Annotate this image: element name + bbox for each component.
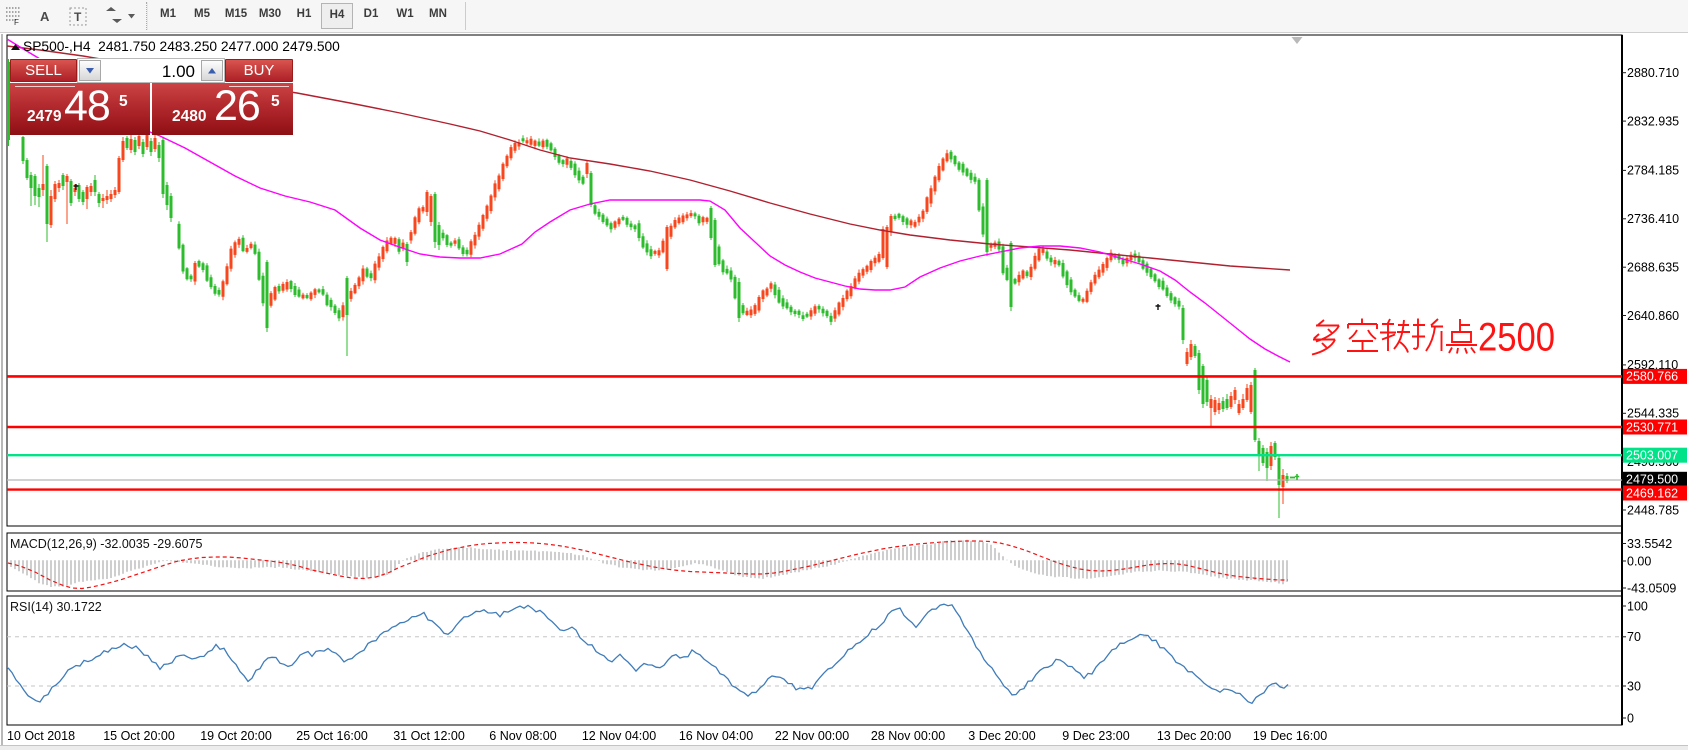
svg-text:SP500-,H4 2481.750 2483.250 2: SP500-,H4 2481.750 2483.250 2477.000 247…	[23, 39, 340, 54]
svg-text:MACD(12,26,9) -32.0035 -29.607: MACD(12,26,9) -32.0035 -29.6075	[10, 537, 203, 551]
svg-text:2592.110: 2592.110	[1627, 358, 1678, 372]
svg-text:2500: 2500	[1478, 316, 1555, 360]
svg-text:25 Oct 16:00: 25 Oct 16:00	[296, 729, 368, 743]
svg-text:12 Nov 04:00: 12 Nov 04:00	[582, 729, 656, 743]
svg-text:19 Dec 16:00: 19 Dec 16:00	[1253, 729, 1327, 743]
svg-text:100: 100	[1627, 599, 1648, 613]
svg-text:2880.710: 2880.710	[1627, 66, 1679, 80]
svg-text:9 Dec 23:00: 9 Dec 23:00	[1062, 729, 1129, 743]
svg-text:RSI(14) 30.1722: RSI(14) 30.1722	[10, 600, 102, 614]
svg-text:13 Dec 20:00: 13 Dec 20:00	[1157, 729, 1231, 743]
svg-text:2544.335: 2544.335	[1627, 407, 1679, 421]
svg-text:10 Oct 2018: 10 Oct 2018	[7, 729, 75, 743]
svg-text:31 Oct 12:00: 31 Oct 12:00	[393, 729, 465, 743]
svg-text:2580.766: 2580.766	[1626, 370, 1678, 384]
svg-text:2448.785: 2448.785	[1627, 503, 1679, 517]
svg-text:3 Dec 20:00: 3 Dec 20:00	[968, 729, 1035, 743]
svg-text:2469.162: 2469.162	[1626, 486, 1678, 500]
svg-text:2688.635: 2688.635	[1627, 261, 1679, 275]
svg-text:30: 30	[1627, 679, 1641, 693]
svg-text:F: F	[14, 18, 19, 27]
svg-text:0: 0	[1627, 711, 1634, 725]
svg-text:-43.0509: -43.0509	[1627, 581, 1676, 595]
svg-text:2640.860: 2640.860	[1627, 309, 1679, 323]
svg-text:33.5542: 33.5542	[1627, 537, 1672, 551]
svg-text:16 Nov 04:00: 16 Nov 04:00	[679, 729, 753, 743]
svg-text:2832.935: 2832.935	[1627, 114, 1679, 128]
svg-text:A: A	[40, 9, 50, 24]
svg-text:6 Nov 08:00: 6 Nov 08:00	[489, 729, 556, 743]
svg-text:28 Nov 00:00: 28 Nov 00:00	[871, 729, 945, 743]
svg-text:22 Nov 00:00: 22 Nov 00:00	[775, 729, 849, 743]
svg-text:2479.500: 2479.500	[1626, 473, 1678, 487]
svg-text:T: T	[74, 10, 82, 24]
svg-text:2784.185: 2784.185	[1627, 164, 1679, 178]
svg-text:15 Oct 20:00: 15 Oct 20:00	[103, 729, 175, 743]
svg-text:2530.771: 2530.771	[1626, 420, 1678, 434]
svg-text:19 Oct 20:00: 19 Oct 20:00	[200, 729, 272, 743]
svg-text:2736.410: 2736.410	[1627, 212, 1679, 226]
svg-text:70: 70	[1627, 630, 1641, 644]
svg-text:0.00: 0.00	[1627, 554, 1651, 568]
svg-text:2503.007: 2503.007	[1626, 449, 1678, 463]
